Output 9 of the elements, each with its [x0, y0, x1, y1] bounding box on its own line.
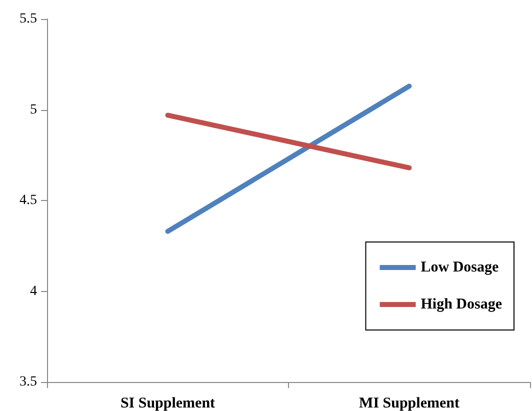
y-tick-label: 3.5 [20, 374, 37, 390]
y-tick-label: 4 [30, 284, 37, 299]
y-tick-label: 5.5 [20, 12, 37, 26]
y-tick-label: 5 [30, 102, 37, 118]
legend-label: High Dosage [420, 296, 502, 312]
x-tick-label: MI Supplement [359, 396, 460, 411]
legend-label: Low Dosage [420, 260, 499, 276]
y-tick-label: 4.5 [20, 193, 37, 208]
x-tick-label: SI Supplement [120, 396, 216, 411]
